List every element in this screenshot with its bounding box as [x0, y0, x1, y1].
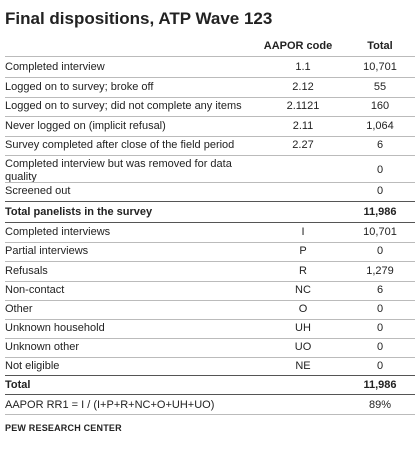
- row-label: Logged on to survey; did not complete an…: [5, 100, 242, 112]
- row-total: 0: [376, 245, 384, 257]
- row-label: Completed interview: [5, 61, 105, 73]
- row-total: 1,279: [366, 265, 394, 277]
- row-code: 1.1: [295, 61, 311, 73]
- divider: [5, 338, 415, 339]
- divider: [5, 281, 415, 282]
- row-code: NE: [295, 360, 311, 372]
- source-credit: PEW RESEARCH CENTER: [5, 423, 122, 433]
- row-label: Completed interviews: [5, 226, 111, 238]
- row-label: Completed interview but was removed for …: [5, 158, 232, 183]
- row-label: Non-contact: [5, 284, 65, 296]
- row-total: 0: [376, 164, 384, 176]
- row-total: 11,986: [363, 206, 397, 218]
- divider: [5, 201, 415, 202]
- row-code: UO: [294, 341, 312, 353]
- divider: [5, 182, 415, 183]
- row-code: UH: [295, 322, 311, 334]
- row-label: Logged on to survey; broke off: [5, 81, 154, 93]
- divider: [5, 136, 415, 137]
- row-label: Total: [5, 379, 31, 391]
- row-total: 89%: [368, 399, 392, 411]
- row-label: Survey completed after close of the fiel…: [5, 139, 235, 151]
- row-total: 0: [376, 322, 384, 334]
- divider: [5, 97, 415, 98]
- row-total: 6: [376, 284, 384, 296]
- row-code: P: [299, 245, 307, 257]
- header-total: Total: [367, 40, 393, 52]
- row-label: Refusals: [5, 265, 48, 277]
- divider: [5, 116, 415, 117]
- row-label: AAPOR RR1 = I / (I+P+R+NC+O+UH+UO): [5, 399, 215, 411]
- row-code: NC: [295, 284, 311, 296]
- row-label: Unknown household: [5, 322, 105, 334]
- row-label: Screened out: [5, 185, 71, 197]
- row-label: Other: [5, 303, 33, 315]
- divider: [5, 56, 415, 57]
- row-code: O: [298, 303, 308, 315]
- row-label: Partial interviews: [5, 245, 89, 257]
- row-label: Total panelists in the survey: [5, 206, 153, 218]
- row-total: 55: [373, 81, 387, 93]
- row-label: Unknown other: [5, 341, 79, 353]
- row-total: 1,064: [366, 120, 394, 132]
- divider: [5, 394, 415, 395]
- row-code: 2.12: [292, 81, 314, 93]
- row-code: 2.11: [292, 120, 314, 132]
- row-total: 0: [376, 341, 384, 353]
- divider: [5, 242, 415, 243]
- row-label: Never logged on (implicit refusal): [5, 120, 166, 132]
- divider: [5, 222, 415, 223]
- row-total: 0: [376, 303, 384, 315]
- row-total: 160: [370, 100, 390, 112]
- row-total: 0: [376, 185, 384, 197]
- row-code: R: [299, 265, 307, 277]
- divider: [5, 375, 415, 376]
- divider: [5, 261, 415, 262]
- row-label: Not eligible: [5, 360, 60, 372]
- row-total: 11,986: [363, 379, 397, 391]
- row-total: 10,701: [363, 61, 397, 73]
- divider: [5, 300, 415, 301]
- divider: [5, 319, 415, 320]
- table-title: Final dispositions, ATP Wave 123: [5, 9, 273, 28]
- row-code: I: [301, 226, 305, 238]
- divider: [5, 357, 415, 358]
- row-total: 0: [376, 360, 384, 372]
- header-aapor-code: AAPOR code: [263, 40, 333, 52]
- divider: [5, 155, 415, 156]
- row-total: 6: [376, 139, 384, 151]
- divider: [5, 414, 415, 415]
- row-code: 2.27: [292, 139, 314, 151]
- row-code: 2.1121: [286, 100, 320, 112]
- row-total: 10,701: [363, 226, 397, 238]
- divider: [5, 77, 415, 78]
